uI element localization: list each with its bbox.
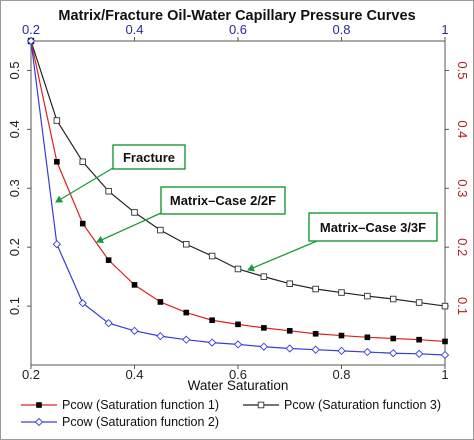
legend-item: Pcow (Saturation function 1) <box>21 398 219 412</box>
x-tick-label-bottom: 0.6 <box>229 367 247 382</box>
annotation-arrow <box>96 212 162 244</box>
annotation-arrow <box>55 167 114 203</box>
annotation-layer: Fracture Matrix–Case 2/2F Matrix–Case 3/3F <box>55 144 438 272</box>
data-point-marker <box>26 36 36 46</box>
annotation-label: Fracture <box>123 150 175 165</box>
data-point-marker <box>260 273 268 280</box>
y-tick-label-left: 0.2 <box>7 238 22 256</box>
data-point-marker <box>441 302 449 310</box>
data-point-marker <box>104 319 113 328</box>
data-point-marker <box>285 344 294 353</box>
data-point-marker <box>105 187 112 195</box>
data-point-marker <box>183 309 190 316</box>
data-point-marker <box>261 325 267 331</box>
x-tick-label-bottom: 0.8 <box>332 367 350 382</box>
data-point-marker <box>54 158 60 165</box>
data-point-marker <box>182 240 190 248</box>
data-point-marker <box>416 336 422 343</box>
data-point-marker <box>52 240 62 249</box>
data-point-marker <box>257 401 265 409</box>
y-tick-label-left: 0.1 <box>7 297 22 315</box>
x-tick-label-top: 0.8 <box>332 22 350 37</box>
data-point-marker <box>78 299 87 308</box>
x-axis-label: Water Saturation <box>188 378 289 393</box>
data-point-marker <box>208 252 216 260</box>
data-point-marker <box>440 350 450 360</box>
y-tick-label-right: 0.1 <box>455 297 470 315</box>
chart-title: Matrix/Fracture Oil-Water Capillary Pres… <box>58 8 415 24</box>
data-point-marker <box>390 295 397 303</box>
legend-label: Pcow (Saturation function 2) <box>62 415 219 429</box>
series-1 <box>28 38 448 345</box>
data-point-marker <box>286 328 293 334</box>
data-point-marker <box>156 331 165 341</box>
legend-item: Pcow (Saturation function 2) <box>21 415 219 429</box>
data-point-marker <box>36 402 42 408</box>
y-tick-label-right: 0.2 <box>455 238 470 256</box>
data-point-marker <box>157 299 164 305</box>
annotation-arrow <box>247 240 318 272</box>
axis-ticks: 0.2 0.2 0.4 0.4 0.6 0.6 0.8 0.8 1 1 0.1 0.1 0.2 0.2 0.… <box>7 22 470 382</box>
x-tick-label-top: 0.4 <box>125 22 143 37</box>
data-point-marker <box>34 417 44 427</box>
y-tick-label-left: 0.3 <box>7 179 22 197</box>
y-tick-label-right: 0.5 <box>455 61 470 79</box>
data-point-marker <box>182 335 191 344</box>
data-point-marker <box>312 285 319 293</box>
y-tick-label-right: 0.3 <box>455 179 470 197</box>
data-point-marker <box>311 345 320 354</box>
data-point-marker <box>338 332 345 339</box>
data-point-marker <box>130 326 139 335</box>
data-point-marker <box>105 257 112 263</box>
annotation-label: Matrix–Case 3/3F <box>320 220 426 235</box>
data-point-marker <box>79 158 86 166</box>
x-tick-label-bottom: 0.4 <box>125 367 143 382</box>
data-point-marker <box>286 280 294 287</box>
data-point-marker <box>415 299 423 306</box>
data-point-marker <box>259 342 269 351</box>
annotation-box <box>112 144 186 170</box>
data-point-marker <box>363 347 372 357</box>
data-point-marker <box>207 338 217 347</box>
data-point-marker <box>79 220 86 227</box>
data-point-marker <box>414 349 424 358</box>
data-point-marker <box>233 340 243 349</box>
data-point-marker <box>235 321 241 328</box>
x-tick-label-bottom: 0.2 <box>22 367 40 382</box>
y-tick-label-left: 0.4 <box>7 120 22 138</box>
x-tick-label-top: 0.6 <box>229 22 247 37</box>
data-point-marker <box>390 335 397 342</box>
data-point-marker <box>364 334 371 341</box>
annotation-box <box>160 186 286 215</box>
annotation-label: Matrix–Case 2/2F <box>170 193 276 208</box>
data-point-marker <box>338 289 345 296</box>
data-point-marker <box>442 338 448 345</box>
series-3 <box>26 36 450 360</box>
series-layer <box>26 36 450 360</box>
data-point-marker <box>157 226 164 234</box>
legend-label: Pcow (Saturation function 3) <box>284 398 441 412</box>
y-tick-label-right: 0.4 <box>455 120 470 138</box>
legend-item: Pcow (Saturation function 3) <box>243 398 441 412</box>
legend-label: Pcow (Saturation function 1) <box>62 398 219 412</box>
data-point-marker <box>131 282 138 288</box>
data-point-marker <box>364 292 371 300</box>
data-point-marker <box>131 209 138 216</box>
x-tick-label-top: 1 <box>441 22 448 37</box>
series-2 <box>27 37 449 310</box>
x-tick-label-bottom: 1 <box>441 367 448 382</box>
data-point-marker <box>312 330 319 337</box>
data-point-marker <box>53 117 61 124</box>
x-tick-label-top: 0.2 <box>22 22 40 37</box>
data-point-marker <box>337 346 346 355</box>
y-tick-label-left: 0.5 <box>7 61 22 79</box>
annotation-box <box>308 212 438 242</box>
legend: Pcow (Saturation function 1) Pcow (Satura… <box>21 398 441 429</box>
data-point-marker <box>234 265 242 273</box>
data-point-marker <box>389 349 398 358</box>
data-point-marker <box>209 317 215 324</box>
